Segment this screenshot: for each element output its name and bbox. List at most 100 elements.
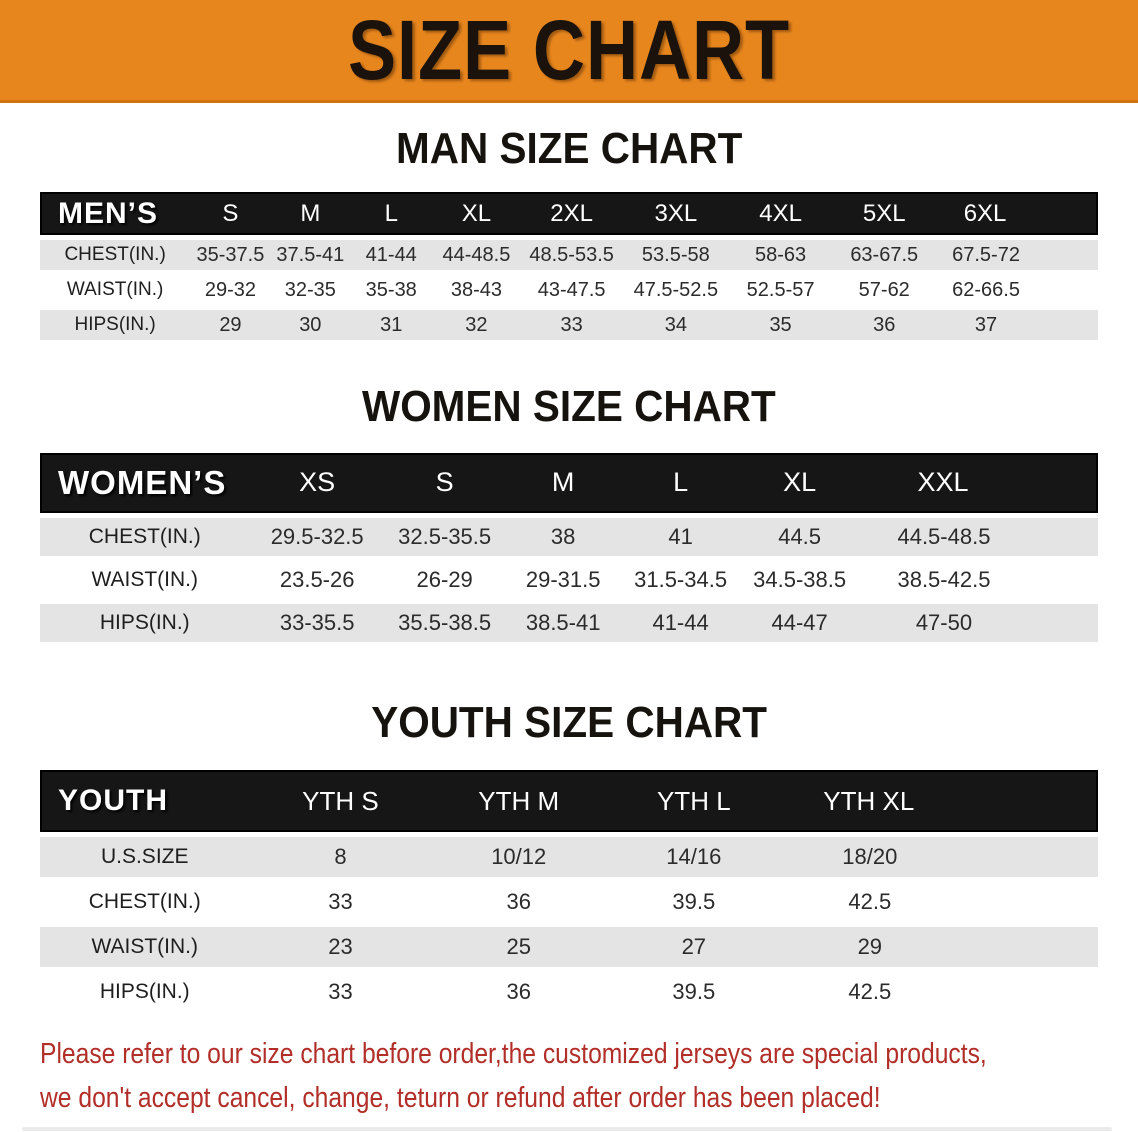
size-column-header: YTH L bbox=[606, 770, 782, 833]
youth-table-head: YOUTH YTH S YTH M YTH L YTH XL bbox=[40, 770, 1098, 833]
measurement-value: 31.5-34.5 bbox=[621, 560, 740, 599]
measurement-label: HIPS(IN.) bbox=[40, 972, 250, 1013]
measurement-label: WAIST(IN.) bbox=[40, 560, 250, 599]
measurement-value: 44.5 bbox=[739, 517, 860, 556]
measurement-value: 42.5 bbox=[781, 972, 1098, 1013]
measurement-value: 58-63 bbox=[728, 240, 833, 271]
measurement-value: 35-38 bbox=[349, 275, 433, 306]
measurement-value: 35.5-38.5 bbox=[384, 603, 505, 642]
measurement-value: 38-43 bbox=[432, 275, 521, 306]
measurement-value: 47.5-52.5 bbox=[622, 275, 729, 306]
measurement-value: 38 bbox=[504, 517, 622, 556]
measurement-row: WAIST(IN.) 23.5-26 26-29 29-31.5 31.5-34.5 34… bbox=[40, 560, 1098, 599]
measurement-value: 37 bbox=[936, 310, 1098, 341]
measurement-value: 48.5-53.5 bbox=[520, 240, 623, 271]
men-section-heading-text: MAN SIZE CHART bbox=[395, 124, 743, 173]
table-title-cell: MEN’S bbox=[40, 192, 191, 236]
measurement-value: 30 bbox=[270, 310, 350, 341]
youth-section-heading: YOUTH SIZE CHART bbox=[0, 698, 1138, 747]
measurement-value: 23 bbox=[249, 927, 432, 968]
measurement-value: 35 bbox=[728, 310, 833, 341]
measurement-row: CHEST(IN.) 33 36 39.5 42.5 bbox=[40, 882, 1098, 923]
men-section-heading: MAN SIZE CHART bbox=[0, 124, 1138, 173]
measurement-value: 25 bbox=[431, 927, 606, 968]
women-section-heading: WOMEN SIZE CHART bbox=[0, 382, 1138, 432]
men-table-body: CHEST(IN.) 35-37.5 37.5-41 41-44 44-48.5 48.5… bbox=[40, 240, 1098, 341]
measurement-value: 42.5 bbox=[781, 882, 1098, 923]
size-column-header: 5XL bbox=[832, 192, 937, 236]
measurement-value: 26-29 bbox=[384, 560, 505, 599]
size-column-header: XL bbox=[432, 192, 521, 236]
measurement-value: 32 bbox=[432, 310, 521, 341]
measurement-value: 44.5-48.5 bbox=[859, 517, 1098, 556]
table-header-row: MEN’S S M L XL 2XL 3XL 4XL 5XL 6XL bbox=[40, 192, 1098, 236]
measurement-label: U.S.SIZE bbox=[40, 837, 250, 878]
measurement-value: 63-67.5 bbox=[832, 240, 937, 271]
men-table-head: MEN’S S M L XL 2XL 3XL 4XL 5XL 6XL bbox=[40, 192, 1098, 236]
measurement-label: HIPS(IN.) bbox=[40, 603, 250, 642]
size-column-header: M bbox=[504, 452, 622, 513]
measurement-value: 32-35 bbox=[270, 275, 350, 306]
measurement-value: 36 bbox=[431, 882, 606, 923]
size-column-header: XS bbox=[249, 452, 385, 513]
women-size-table: WOMEN’S XS S M L XL XXL CHEST(IN.) 29.5-32.5 32.… bbox=[40, 448, 1098, 647]
measurement-value: 23.5-26 bbox=[249, 560, 385, 599]
measurement-value: 33 bbox=[249, 882, 432, 923]
size-column-header: XL bbox=[739, 452, 860, 513]
measurement-value: 37.5-41 bbox=[270, 240, 350, 271]
measurement-value: 41-44 bbox=[621, 603, 740, 642]
measurement-value: 41 bbox=[621, 517, 740, 556]
youth-size-section: YOUTH SIZE CHART YOUTH YTH S YTH M YTH L YTH… bbox=[0, 698, 1138, 1017]
table-header-row: YOUTH YTH S YTH M YTH L YTH XL bbox=[40, 770, 1098, 833]
bottom-divider bbox=[22, 1127, 1112, 1131]
measurement-row: HIPS(IN.) 29 30 31 32 33 34 35 36 37 bbox=[40, 310, 1098, 341]
size-column-header: 6XL bbox=[936, 192, 1098, 236]
banner: SIZE CHART bbox=[0, 0, 1138, 103]
notice-line-1: Please refer to our size chart before or… bbox=[40, 1038, 987, 1071]
measurement-value: 57-62 bbox=[832, 275, 937, 306]
measurement-value: 52.5-57 bbox=[728, 275, 833, 306]
youth-table-body: U.S.SIZE 8 10/12 14/16 18/20 CHEST(IN.) 33 36 39… bbox=[40, 837, 1098, 1013]
page-title: SIZE CHART bbox=[312, 8, 826, 92]
measurement-value: 33 bbox=[249, 972, 432, 1013]
measurement-value: 62-66.5 bbox=[936, 275, 1098, 306]
size-column-header: 2XL bbox=[520, 192, 623, 236]
size-column-header: YTH XL bbox=[781, 770, 1098, 833]
table-title-cell: WOMEN’S bbox=[40, 452, 250, 513]
measurement-label: CHEST(IN.) bbox=[40, 240, 191, 271]
measurement-label: CHEST(IN.) bbox=[40, 517, 250, 556]
size-column-header: M bbox=[270, 192, 350, 236]
size-column-header: S bbox=[190, 192, 271, 236]
size-column-header: YTH M bbox=[431, 770, 606, 833]
measurement-label: HIPS(IN.) bbox=[40, 310, 191, 341]
measurement-value: 41-44 bbox=[349, 240, 433, 271]
size-column-header: L bbox=[349, 192, 433, 236]
size-column-header: 3XL bbox=[622, 192, 729, 236]
measurement-value: 38.5-42.5 bbox=[859, 560, 1098, 599]
measurement-row: U.S.SIZE 8 10/12 14/16 18/20 bbox=[40, 837, 1098, 878]
measurement-value: 47-50 bbox=[859, 603, 1098, 642]
measurement-value: 34 bbox=[622, 310, 729, 341]
measurement-row: WAIST(IN.) 29-32 32-35 35-38 38-43 43-47.5 47.… bbox=[40, 275, 1098, 306]
measurement-value: 38.5-41 bbox=[504, 603, 622, 642]
measurement-value: 29-31.5 bbox=[504, 560, 622, 599]
table-title-cell: YOUTH bbox=[40, 770, 250, 833]
measurement-value: 8 bbox=[249, 837, 432, 878]
measurement-row: HIPS(IN.) 33-35.5 35.5-38.5 38.5-41 41-44 44-… bbox=[40, 603, 1098, 642]
measurement-row: CHEST(IN.) 35-37.5 37.5-41 41-44 44-48.5 48.5… bbox=[40, 240, 1098, 271]
size-column-header: L bbox=[621, 452, 740, 513]
measurement-label: WAIST(IN.) bbox=[40, 275, 191, 306]
size-column-header: XXL bbox=[859, 452, 1098, 513]
size-column-header: S bbox=[384, 452, 505, 513]
measurement-value: 29 bbox=[781, 927, 1098, 968]
measurement-value: 18/20 bbox=[781, 837, 1098, 878]
women-section-heading-text: WOMEN SIZE CHART bbox=[362, 382, 776, 432]
measurement-label: WAIST(IN.) bbox=[40, 927, 250, 968]
measurement-row: WAIST(IN.) 23 25 27 29 bbox=[40, 927, 1098, 968]
measurement-value: 29.5-32.5 bbox=[249, 517, 385, 556]
notice-line-2: we don't accept cancel, change, teturn o… bbox=[40, 1081, 881, 1114]
order-notice: Please refer to our size chart before or… bbox=[40, 1033, 1138, 1120]
measurement-row: HIPS(IN.) 33 36 39.5 42.5 bbox=[40, 972, 1098, 1013]
measurement-value: 32.5-35.5 bbox=[384, 517, 505, 556]
